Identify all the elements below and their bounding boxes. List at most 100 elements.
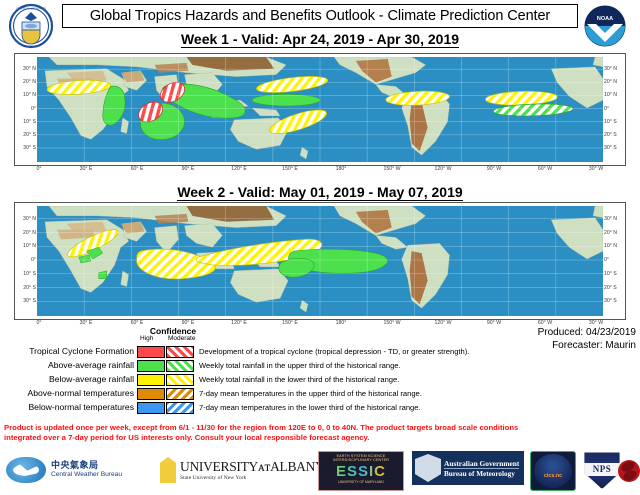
noaa-icon: NOAA [584,5,626,47]
lon-tick: 150° E [282,320,298,326]
hazard-region [138,101,164,123]
hazard-region [102,85,126,126]
swatch-moderate-above-average-rainfall [166,360,194,372]
cics-nc-logo[interactable]: cics.nc [530,451,576,491]
forecaster-name: Forecaster: Maurin [552,340,636,351]
swatch-high-tropical-cyclone [137,346,165,358]
swatch-moderate-tropical-cyclone [166,346,194,358]
week1-map-panel[interactable]: 30° N 20° N 10° N 0° 10° S 20° S 30° S [14,53,626,166]
legend-row-above-average-rainfall: Above-average rainfall Weekly total rain… [0,359,640,373]
lat-tick: 20° N [604,79,618,86]
lat-tick: 20° N [22,229,36,236]
legend-description: Weekly total rainfall in the lower third… [199,375,400,384]
week2-lat-axis-left: 30° N 20° N 10° N 0° 10° S 20° S 30° S [15,206,37,316]
essic-logo[interactable]: EARTH SYSTEM SCIENCE INTERDISCIPLINARY C… [318,451,404,491]
swatch-moderate-below-normal-temperatures [166,402,194,414]
lat-tick: 10° S [23,270,36,277]
page-header: CENTRAL WEATHER BUREAU Global Tropics Ha… [0,0,640,52]
hazard-region [251,93,321,107]
week2-plot-area[interactable] [37,206,603,316]
produced-date: Produced: 04/23/2019 [537,327,636,338]
lat-tick: 20° N [22,79,36,86]
legend-row-above-normal-temperatures: Above-normal temperatures 7-day mean tem… [0,387,640,401]
cwb-name-cn: 中央氣象局 [51,460,99,470]
lat-tick: 10° S [604,270,617,277]
legend-row-below-average-rainfall: Below-average rainfall Weekly total rain… [0,373,640,387]
legend-row-below-normal-temperatures: Below-normal temperatures 7-day mean tem… [0,401,640,415]
legend-description: 7-day mean temperatures in the upper thi… [199,389,422,398]
essic-footer: UNIVERSITY OF MARYLAND [338,479,384,484]
nps-shield-icon: NPS [584,452,620,489]
legend-description: Development of a tropical cyclone (tropi… [199,347,470,356]
legend-label: Tropical Cyclone Formation [29,346,134,356]
lon-tick: 150° W [383,166,401,172]
page-title-text: Global Tropics Hazards and Benefits Outl… [89,8,551,24]
swatch-high-above-normal-temperatures [137,388,165,400]
svg-text:BUREAU: BUREAU [25,45,38,49]
hazard-region [385,90,450,106]
legend-label: Below-normal temperatures [28,402,134,412]
lat-tick: 20° S [604,284,617,291]
lon-tick: 60° W [537,320,553,326]
hazard-region [278,258,315,278]
production-info: Produced: 04/23/2019 Forecaster: Maurin [538,326,636,352]
lon-tick: 30° W [588,320,604,326]
lon-tick: 0° [36,166,42,172]
week2-title: Week 2 - Valid: May 01, 2019 - May 07, 2… [62,183,578,202]
lon-tick: 60° E [130,166,144,172]
hazard-region [46,79,112,95]
lat-tick: 30° N [604,215,618,222]
confidence-high-label: High [140,335,154,342]
lat-tick: 10° N [604,243,618,250]
lon-tick: 90° W [486,320,502,326]
week2-map-svg [37,206,603,316]
lat-tick: 20° S [23,284,36,291]
week1-plot-area[interactable] [37,57,603,162]
albany-name: UNIVERSITYᴀᴛALBANY [180,459,325,474]
footnote: Product is updated once per week, except… [4,423,638,443]
legend: Confidence High Moderate Tropical Cyclon… [0,326,640,424]
lon-tick: 0° [36,320,42,326]
lon-tick: 30° E [79,320,93,326]
lon-tick: 60° E [130,320,144,326]
lat-tick: 10° N [22,243,36,250]
nps-logo[interactable]: NPS [582,451,622,491]
cwb-seal-icon: CENTRAL WEATHER BUREAU [8,3,54,49]
svg-text:NOAA: NOAA [597,16,613,22]
hazard-region [98,270,108,279]
cwb-partner-logo[interactable]: 中央氣象局 Central Weather Bureau [6,451,152,489]
lat-tick: 0° [604,257,609,263]
confidence-moderate-label: Moderate [168,335,196,342]
cyclone-logo[interactable] [618,451,640,491]
lon-tick: 150° E [282,166,298,172]
lat-tick: 30° N [604,66,618,73]
week2-lon-axis: 0° 30° E 60° E 90° E 120° E 150° E 180° … [14,320,626,332]
cwb-wave-icon [6,457,46,483]
lat-tick: 20° N [604,229,618,236]
university-at-albany-logo[interactable]: UNIVERSITYᴀᴛALBANY State University of N… [160,451,325,489]
lon-tick: 60° W [537,166,553,172]
lat-tick: 20° S [23,131,36,138]
lon-tick: 30° E [79,166,93,172]
swatch-high-above-average-rainfall [137,360,165,372]
week1-lat-axis-right: 30° N 20° N 10° N 0° 10° S 20° S 30° S [603,57,625,162]
legend-description: Weekly total rainfall in the upper third… [199,361,401,370]
week2-title-text: Week 2 - Valid: May 01, 2019 - May 07, 2… [177,184,463,201]
lat-tick: 30° S [604,298,617,305]
lon-tick: 120° W [434,320,452,326]
bureau-of-meteorology-logo[interactable]: Australian Government Bureau of Meteorol… [412,451,524,485]
legend-row-tropical-cyclone: Tropical Cyclone Formation Development o… [0,345,640,359]
hazard-region [78,254,92,264]
lat-tick: 30° N [22,66,36,73]
week1-title-text: Week 1 - Valid: Apr 24, 2019 - Apr 30, 2… [180,31,460,48]
essic-heading: EARTH SYSTEM SCIENCE INTERDISCIPLINARY C… [332,454,390,463]
week1-lat-axis-left: 30° N 20° N 10° N 0° 10° S 20° S 30° S [15,57,37,162]
australian-crest-icon [415,454,441,482]
footnote-line-2: integrated over a 7-day period for US in… [4,433,370,443]
lon-tick: 120° E [231,166,247,172]
week2-map-panel[interactable]: 30° N 20° N 10° N 0° 10° S 20° S 30° S [14,202,626,320]
lon-tick: 120° W [434,166,452,172]
swatch-moderate-below-average-rainfall [166,374,194,386]
lat-tick: 10° S [604,118,617,125]
